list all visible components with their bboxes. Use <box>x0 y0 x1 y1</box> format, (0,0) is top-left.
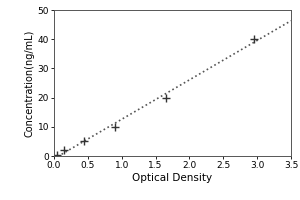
Point <box>62 149 67 152</box>
Y-axis label: Concentration(ng/mL): Concentration(ng/mL) <box>25 29 35 137</box>
Point <box>55 153 60 156</box>
Point <box>82 140 87 143</box>
X-axis label: Optical Density: Optical Density <box>132 173 213 183</box>
Point <box>251 38 256 41</box>
Point <box>112 125 117 128</box>
Point <box>163 96 168 99</box>
